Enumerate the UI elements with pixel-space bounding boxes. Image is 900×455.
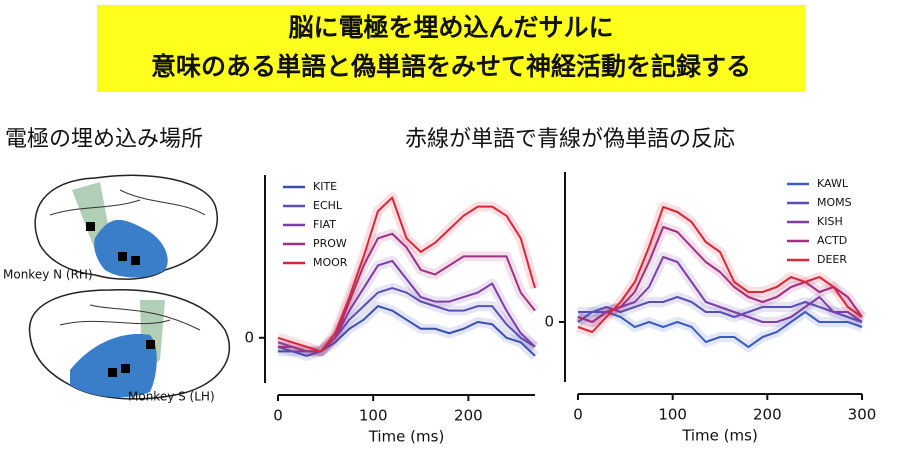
legend-label: KAWL [817,177,849,190]
legend-label: ACTD [817,234,847,247]
x-tick-label: 0 [273,407,283,425]
x-axis-label: Time (ms) [368,428,445,446]
legend-label: MOMS [817,196,852,209]
x-tick-label: 200 [753,406,782,424]
legend-label: DEER [817,253,847,266]
legend-label: FIAT [313,218,336,231]
series-line [577,226,863,323]
legend-label: MOOR [313,256,348,269]
x-tick-label: 200 [454,407,483,425]
legend-label: KISH [817,215,843,228]
brain-n [34,174,218,280]
monkey-label: Monkey S (LH) [128,390,215,404]
x-axis-label: Time (ms) [681,427,758,445]
title-banner [97,5,805,92]
series-line [577,256,863,323]
series-line [277,196,536,353]
y-tick-label: 0 [244,328,254,346]
brain-s [28,289,231,400]
x-tick-label: 300 [848,406,877,424]
x-tick-label: 0 [573,406,583,424]
title-line: 脳に電極を埋め込んだサルに [288,13,613,42]
monkey-label: Monkey N (RH) [3,268,93,282]
right-heading: 赤線が単語で青線が偽単語の反応 [405,127,735,152]
y-tick-label: 0 [544,313,554,331]
series-line [577,311,863,348]
legend-label: PROW [313,237,347,250]
title-line: 意味のある単語と偽単語をみせて神経活動を記録する [151,52,751,81]
legend-label: ECHL [313,199,343,212]
legend-label: KITE [313,180,337,193]
series-line [577,206,863,333]
x-tick-label: 100 [359,407,388,425]
left-heading: 電極の埋め込み場所 [5,127,203,152]
x-tick-label: 100 [658,406,687,424]
series-line [578,296,863,323]
